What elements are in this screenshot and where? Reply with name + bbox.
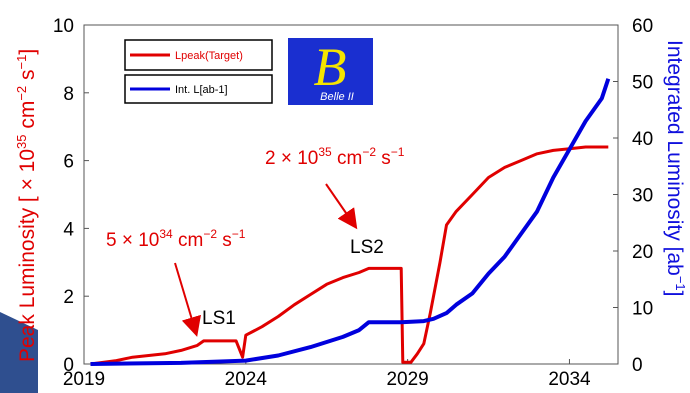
y-left-tick-label: 0 <box>63 355 74 376</box>
x-ticks: 2019 2024 2029 2034 <box>63 359 591 390</box>
y-left-tick-label: 8 <box>63 84 74 105</box>
y-right-tick-label: 60 <box>632 16 653 37</box>
legend-label-intl: Int. L[ab-1] <box>175 84 228 96</box>
y-right-tick-label: 40 <box>632 129 653 150</box>
logo-background <box>288 38 373 105</box>
y-right-ticks: 0 10 20 30 40 50 60 <box>613 16 653 376</box>
annotation-5e34: 5 × 1034 cm−2 s−1 <box>106 227 246 251</box>
belle2-logo: B Belle II <box>288 37 373 105</box>
series-line-peak <box>90 145 609 366</box>
x-tick-label: 2019 <box>63 369 105 390</box>
series-layer <box>90 78 611 366</box>
arrow-5e34 <box>174 262 201 337</box>
y-left-tick-label: 6 <box>63 152 74 173</box>
legend-label-lpeak: Lpeak(Target) <box>175 50 243 62</box>
y-right-tick-label: 50 <box>632 73 653 94</box>
y-left-ticks: 0 2 4 6 8 10 <box>53 16 89 376</box>
x-tick-label: 2034 <box>548 369 591 390</box>
series-line-integrated <box>90 78 611 366</box>
y-right-tick-label: 20 <box>632 242 653 263</box>
y-left-tick-label: 10 <box>53 16 74 37</box>
legend-box-2 <box>124 74 273 104</box>
x-tick-label: 2024 <box>225 369 268 390</box>
annotation-2e35: 2 × 1035 cm−2 s−1 <box>265 145 405 169</box>
y-right-axis-label: Integrated Luminosity [ab−1] <box>663 40 688 296</box>
label-ls1: LS1 <box>202 308 236 329</box>
y-left-tick-label: 2 <box>63 287 74 308</box>
decorative-tab <box>0 312 38 393</box>
y-right-tick-label: 10 <box>632 299 653 320</box>
label-ls2: LS2 <box>350 237 384 258</box>
logo-letter: B <box>314 37 347 97</box>
logo-subtitle: Belle II <box>320 91 354 103</box>
y-right-tick-label: 0 <box>632 355 643 376</box>
y-left-axis-label: Peak Luminosity [ × 1035 cm−2 s−1] <box>14 49 39 362</box>
arrow-2e35 <box>325 183 358 230</box>
x-tick-label: 2029 <box>386 369 428 390</box>
legend: Lpeak(Target) Int. L[ab-1] <box>124 39 273 104</box>
y-right-tick-label: 30 <box>632 186 653 207</box>
y-left-tick-label: 4 <box>63 219 74 240</box>
